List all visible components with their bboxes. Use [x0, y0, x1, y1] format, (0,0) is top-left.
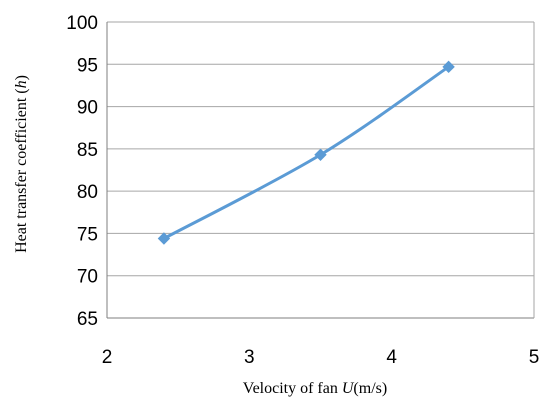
x-tick-label-1: 3 [244, 347, 255, 368]
data-point-1 [314, 148, 327, 161]
x-axis-title: Velocity of fan U(m/s) [243, 380, 387, 397]
x-tick-labels: 2 3 4 5 [102, 347, 539, 368]
series-group [157, 60, 455, 245]
y-tick-label-5: 90 [77, 98, 98, 119]
x-tick-label-3: 5 [529, 347, 539, 368]
y-tick-label-6: 95 [77, 55, 98, 76]
data-point-0 [157, 232, 171, 245]
y-tick-label-2: 75 [77, 224, 98, 245]
x-tick-label-0: 2 [102, 347, 113, 368]
y-tick-label-3: 80 [77, 182, 98, 203]
plot-frame [106, 22, 535, 319]
gridlines [107, 21, 534, 319]
y-tick-label-0: 65 [77, 309, 98, 330]
y-axis-title: Heat transfer coefficient (h) [13, 75, 30, 253]
series-line-0 [162, 65, 451, 241]
y-tick-label-7: 100 [66, 13, 98, 34]
data-point-2 [442, 60, 455, 74]
y-tick-label-4: 85 [77, 140, 98, 161]
y-tick-labels: 65 70 75 80 85 90 95 100 [66, 13, 98, 330]
y-tick-label-1: 70 [77, 267, 98, 288]
x-tick-label-2: 4 [386, 347, 397, 368]
